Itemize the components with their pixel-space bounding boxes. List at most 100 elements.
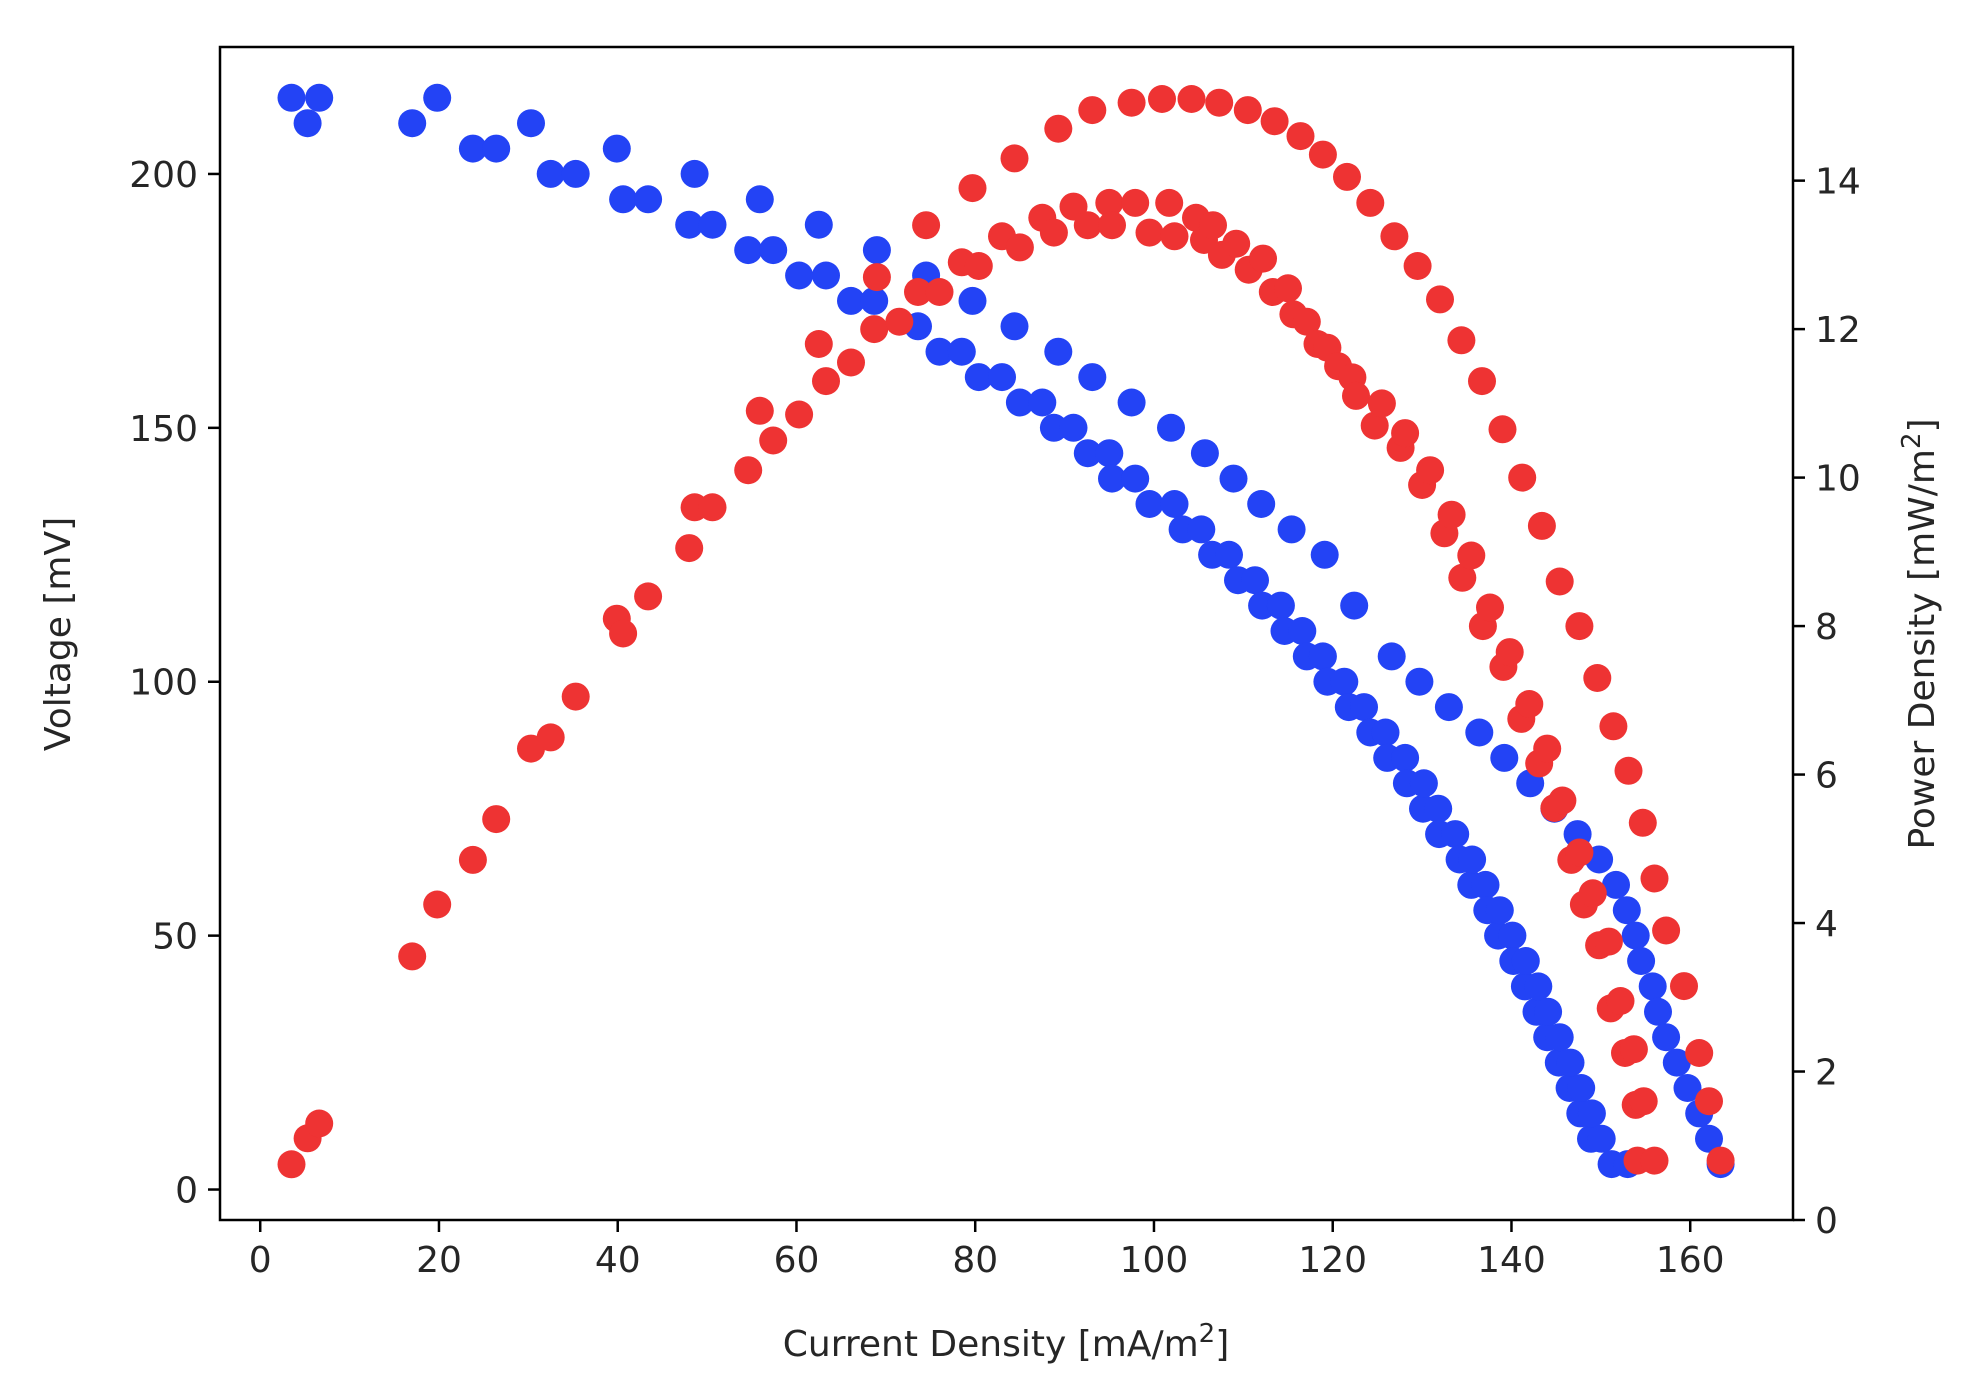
voltage-point-52 xyxy=(1219,464,1248,493)
voltage-point-122 xyxy=(1673,1074,1702,1102)
voltage-point-60 xyxy=(1288,617,1317,645)
voltage-point-36 xyxy=(1044,337,1073,366)
voltage-point-116 xyxy=(1621,921,1650,950)
power-point-61 xyxy=(1274,274,1302,303)
voltage-point-20 xyxy=(804,210,833,239)
voltage-point-38 xyxy=(1073,439,1102,468)
voltage-point-51 xyxy=(1215,540,1243,569)
voltage-point-40 xyxy=(1095,439,1124,468)
voltage-point-21 xyxy=(812,261,840,290)
y-right-axis-ticks: 0 2 4 6 8 10 12 14 xyxy=(1793,162,1861,1242)
voltage-point-73 xyxy=(1391,743,1420,772)
voltage-point-107 xyxy=(1567,1074,1596,1102)
voltage-point-62 xyxy=(1308,642,1337,671)
voltage-point-31 xyxy=(988,363,1016,392)
y-right-tick-label-8: 8 xyxy=(1815,607,1838,648)
power-point-52 xyxy=(1199,211,1227,240)
voltage-point-1 xyxy=(293,109,322,138)
power-point-9 xyxy=(561,682,590,711)
power-point-45 xyxy=(1135,218,1164,247)
y-right-tick-label-6: 6 xyxy=(1815,756,1838,797)
y-right-tick-label-0: 0 xyxy=(1815,1201,1838,1242)
voltage-point-13 xyxy=(675,210,704,239)
voltage-point-15 xyxy=(698,210,727,239)
voltage-point-41 xyxy=(1098,464,1126,493)
voltage-point-8 xyxy=(536,159,565,188)
voltage-point-0 xyxy=(277,83,306,112)
y-right-axis-label-sup: 2 xyxy=(1897,433,1927,450)
y-left-tick-label-100: 100 xyxy=(129,663,198,704)
voltage-point-65 xyxy=(1330,667,1359,696)
power-point-86 xyxy=(1457,541,1486,570)
voltage-point-102 xyxy=(1545,1023,1574,1052)
power-point-71 xyxy=(1342,381,1370,410)
points-layer xyxy=(277,83,1735,1179)
power-point-42 xyxy=(1098,211,1126,240)
voltage-point-109 xyxy=(1577,1099,1606,1128)
voltage-point-90 xyxy=(1490,743,1519,772)
x-tick-label-40: 40 xyxy=(595,1240,641,1281)
series-power-density xyxy=(277,85,1735,1179)
voltage-point-117 xyxy=(1627,947,1656,975)
voltage-point-33 xyxy=(1005,388,1034,417)
voltage-point-17 xyxy=(745,185,774,214)
power-point-80 xyxy=(1416,456,1445,485)
power-point-6 xyxy=(482,805,511,834)
power-point-19 xyxy=(785,400,814,429)
power-point-31 xyxy=(964,252,993,280)
power-point-102 xyxy=(1565,612,1594,641)
power-point-117 xyxy=(1640,864,1669,893)
x-axis-label: Current Density [mA/m2] xyxy=(783,1319,1230,1365)
voltage-point-14 xyxy=(680,159,709,188)
voltage-point-120 xyxy=(1652,1023,1681,1052)
power-point-46 xyxy=(1148,85,1176,113)
power-point-24 xyxy=(862,263,891,292)
x-axis-label-text: Current Density [mA/m xyxy=(783,1324,1199,1365)
power-point-59 xyxy=(1260,107,1289,136)
voltage-point-85 xyxy=(1465,718,1494,747)
y-right-tick-label-12: 12 xyxy=(1815,310,1861,351)
y-left-tick-label-200: 200 xyxy=(129,155,198,196)
voltage-point-63 xyxy=(1310,540,1339,569)
power-point-81 xyxy=(1426,285,1454,314)
power-point-21 xyxy=(812,367,840,396)
power-point-11 xyxy=(609,619,638,648)
voltage-point-37 xyxy=(1059,413,1088,442)
power-point-30 xyxy=(958,174,987,203)
power-point-107 xyxy=(1578,879,1607,908)
voltage-point-44 xyxy=(1135,490,1164,518)
power-point-55 xyxy=(1222,229,1251,258)
power-point-63 xyxy=(1286,122,1315,151)
power-point-56 xyxy=(1233,96,1262,125)
voltage-point-81 xyxy=(1441,820,1470,849)
x-tick-label-160: 160 xyxy=(1656,1240,1725,1281)
voltage-point-45 xyxy=(1157,413,1185,442)
power-point-58 xyxy=(1249,244,1277,273)
y-left-tick-label-0: 0 xyxy=(175,1171,198,1212)
voltage-point-77 xyxy=(1409,769,1438,798)
power-point-15 xyxy=(698,493,727,522)
voltage-point-16 xyxy=(734,236,763,265)
power-point-48 xyxy=(1160,222,1189,251)
power-point-93 xyxy=(1508,463,1537,492)
power-point-90 xyxy=(1488,415,1517,444)
power-point-3 xyxy=(398,942,427,971)
voltage-point-55 xyxy=(1247,490,1276,518)
voltage-point-121 xyxy=(1662,1048,1691,1077)
power-point-74 xyxy=(1367,389,1396,418)
power-point-123 xyxy=(1670,972,1698,1001)
voltage-point-46 xyxy=(1160,490,1189,518)
x-axis-ticks: 0 20 40 60 80 100 120 140 160 xyxy=(249,1220,1725,1281)
x-tick-label-120: 120 xyxy=(1298,1240,1367,1281)
voltage-point-119 xyxy=(1644,997,1672,1026)
power-point-113 xyxy=(1606,987,1635,1015)
power-point-126 xyxy=(1706,1146,1735,1175)
x-axis-label-tail: ] xyxy=(1215,1324,1229,1365)
voltage-point-54 xyxy=(1241,566,1269,595)
voltage-point-68 xyxy=(1350,693,1378,722)
power-point-12 xyxy=(634,582,663,611)
voltage-point-22 xyxy=(837,286,865,315)
power-point-2 xyxy=(305,1109,334,1138)
voltage-point-72 xyxy=(1377,642,1406,671)
voltage-point-5 xyxy=(458,134,487,163)
